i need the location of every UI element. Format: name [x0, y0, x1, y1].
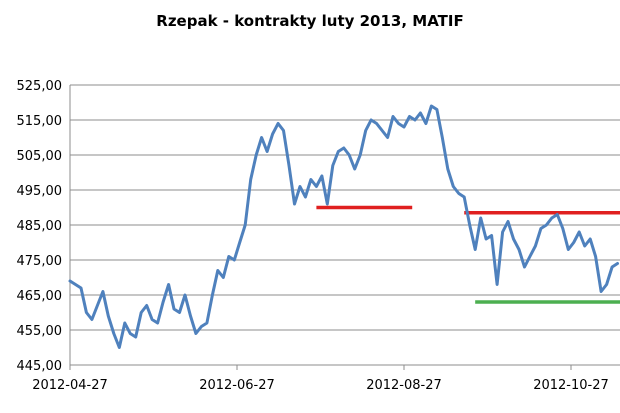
y-tick-label: 485,00: [17, 219, 63, 234]
y-tick-label: 515,00: [17, 114, 63, 129]
y-tick-label: 525,00: [17, 79, 63, 94]
x-tick-label: 2012-10-27: [533, 378, 609, 393]
y-tick-label: 505,00: [17, 149, 63, 164]
y-tick-label: 445,00: [17, 359, 63, 374]
y-tick-label: 455,00: [17, 324, 63, 339]
reference-lines: [316, 205, 620, 304]
grid-lines: [70, 84, 620, 331]
y-tick-label: 495,00: [17, 184, 63, 199]
chart-title: Rzepak - kontrakty luty 2013, MATIF: [156, 12, 464, 30]
y-tick-label: 465,00: [17, 289, 63, 304]
price-series-line: [68, 104, 619, 349]
series-layer: [68, 104, 619, 349]
x-tick-label: 2012-08-27: [366, 378, 442, 393]
x-tick-label: 2012-06-27: [199, 378, 275, 393]
x-tick-label: 2012-04-27: [32, 378, 108, 393]
tick-labels: 525,00 515,00 505,00 495,00 485,00 475,00 465,…: [17, 79, 609, 393]
axes: [69, 85, 620, 370]
y-tick-label: 475,00: [17, 254, 63, 269]
